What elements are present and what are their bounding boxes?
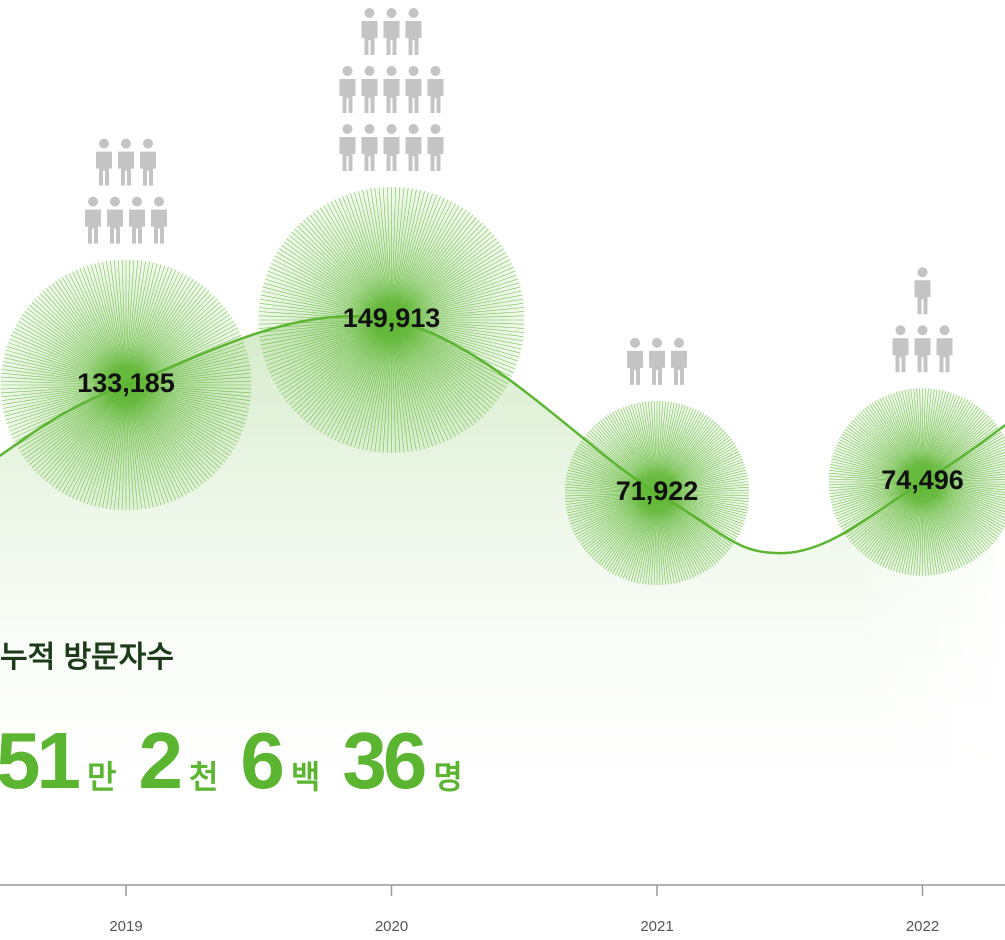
person-head <box>121 139 131 149</box>
person-body <box>627 351 643 385</box>
person-head <box>630 338 640 348</box>
person-head <box>387 124 397 134</box>
person-head <box>674 338 684 348</box>
person-body <box>140 152 156 186</box>
person-head <box>652 338 662 348</box>
person-body <box>406 79 422 113</box>
person-body <box>96 152 112 186</box>
person-body <box>85 210 101 244</box>
person-head <box>365 8 375 18</box>
icon-row <box>85 197 167 244</box>
person-body <box>384 79 400 113</box>
person-head <box>110 197 120 207</box>
person-body <box>384 21 400 55</box>
person-head <box>343 124 353 134</box>
person-body <box>362 21 378 55</box>
person-head <box>409 8 419 18</box>
person-body <box>340 137 356 171</box>
person-body <box>362 79 378 113</box>
icon-row <box>627 338 687 385</box>
person-body <box>118 152 134 186</box>
chart: 2019 2020 2021 2022 133,185 149,913 71,922 74,4… <box>0 0 1005 940</box>
total-number: 51 <box>0 716 79 805</box>
data-label: 133,185 <box>77 368 175 398</box>
total-number: 36 <box>342 716 424 805</box>
person-body <box>937 338 953 372</box>
person-head <box>132 197 142 207</box>
total-number: 2 <box>138 716 180 805</box>
total-unit: 만 <box>87 759 116 795</box>
person-body <box>406 21 422 55</box>
person-head <box>387 66 397 76</box>
person-body <box>129 210 145 244</box>
person-head <box>154 197 164 207</box>
data-label: 149,913 <box>343 303 441 333</box>
person-body <box>893 338 909 372</box>
icon-row <box>362 8 422 55</box>
person-head <box>940 325 950 335</box>
person-body <box>384 137 400 171</box>
total-unit: 명 <box>433 759 462 795</box>
total-label: 누적 방문자수 <box>0 641 174 674</box>
person-body <box>671 351 687 385</box>
person-body <box>406 137 422 171</box>
person-body <box>649 351 665 385</box>
person-head <box>365 66 375 76</box>
person-body <box>915 280 931 314</box>
person-body <box>340 79 356 113</box>
icon-row <box>340 124 444 171</box>
person-head <box>365 124 375 134</box>
person-head <box>409 124 419 134</box>
person-body <box>428 137 444 171</box>
total-unit: 천 <box>189 759 218 795</box>
person-head <box>918 325 928 335</box>
person-body <box>915 338 931 372</box>
person-head <box>99 139 109 149</box>
icon-row <box>96 139 156 186</box>
total-unit: 백 <box>291 759 320 795</box>
person-head <box>896 325 906 335</box>
person-head <box>431 66 441 76</box>
x-tick-label: 2019 <box>109 918 142 935</box>
person-head <box>88 197 98 207</box>
person-head <box>387 8 397 18</box>
icon-row <box>893 325 953 372</box>
person-head <box>918 267 928 277</box>
x-tick-label: 2020 <box>375 918 408 935</box>
person-body <box>362 137 378 171</box>
total-number: 6 <box>240 716 282 805</box>
person-head <box>409 66 419 76</box>
person-body <box>428 79 444 113</box>
x-tick-label: 2022 <box>906 918 939 935</box>
icon-row <box>915 267 931 314</box>
person-body <box>107 210 123 244</box>
person-head <box>143 139 153 149</box>
icon-row <box>340 66 444 113</box>
person-body <box>151 210 167 244</box>
x-tick-label: 2021 <box>640 918 673 935</box>
person-head <box>431 124 441 134</box>
person-head <box>343 66 353 76</box>
data-label: 74,496 <box>881 465 964 495</box>
data-label: 71,922 <box>616 476 699 506</box>
